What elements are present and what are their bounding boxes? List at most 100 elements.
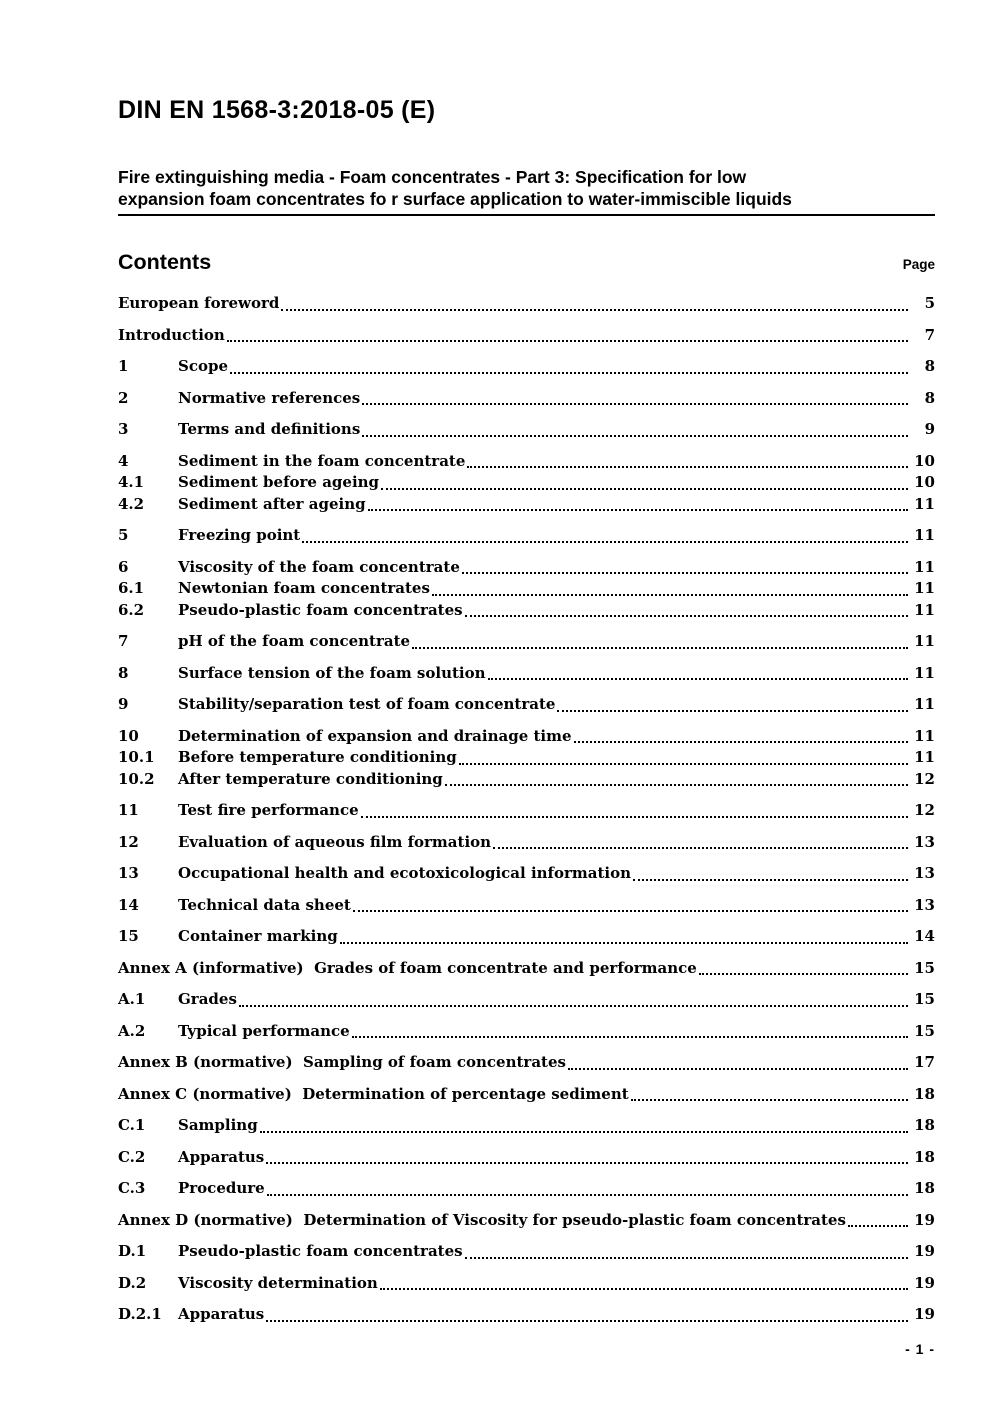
document-title-line-1: Fire extinguishing media - Foam concentr… [118,167,747,187]
toc-entry: European foreword 5 [118,293,935,315]
toc-entry-page: 11 [914,579,935,597]
toc-entry-number: 2 [118,388,129,407]
toc-entry-label: Viscosity of the foam concentrate [178,557,460,576]
toc-entry-number: C.2 [118,1147,146,1166]
toc-entry-number: C.3 [118,1179,146,1197]
toc-entry-page: 11 [914,557,935,576]
document-title: Fire extinguishing media - Foam concentr… [118,166,935,216]
toc-entry-page: 8 [924,357,935,375]
toc-entry-page: 11 [914,526,935,544]
toc-entry-number: 14 [118,895,139,914]
toc-entry-number: A.1 [118,990,146,1008]
table-of-contents: European foreword 5 Introduction 7 1 Scope 8 2 N… [118,293,935,1326]
dot-leader-line [458,762,908,765]
toc-entry-page: 18 [914,1084,935,1103]
toc-entry: D.2 Viscosity determination 19 [118,1273,935,1295]
toc-entry-page: 11 [914,632,935,650]
toc-entry-page: 10 [914,451,935,470]
document-code-heading: DIN EN 1568-3:2018-05 (E) [118,96,436,124]
toc-entry: 6.1 Newtonian foam concentrates 11 [118,578,935,600]
toc-entry-page: 19 [914,1242,935,1260]
dot-leader-line [381,487,908,490]
dot-leader-line [367,509,908,511]
page-column-label: Page [902,257,935,272]
toc-entry: 4.2 Sediment after ageing 11 [118,494,935,516]
toc-entry-page: 7 [924,325,935,344]
toc-entry-page: 11 [914,726,935,745]
toc-entry: C.3 Procedure 18 [118,1178,935,1200]
dot-leader-line [259,1130,908,1133]
toc-entry-page: 17 [914,1053,935,1071]
toc-entry-page: 18 [914,1179,935,1197]
dot-leader-line [567,1067,908,1070]
dot-leader-line [351,1036,908,1038]
dot-leader-line [467,466,908,468]
toc-entry-label: Annex A (informative) Grades of foam con… [118,958,697,977]
toc-entry-label: Scope [178,357,229,375]
toc-entry-number: 1 [118,357,129,375]
toc-entry-page: 5 [924,294,935,312]
toc-entry: 4 Sediment in the foam concentrate 10 [118,451,935,473]
toc-entry: C.2 Apparatus 18 [118,1147,935,1169]
toc-entry-label: Test fire performance [178,801,359,819]
contents-heading: Contents [118,250,212,274]
toc-entry: D.2.1 Apparatus 19 [118,1304,935,1326]
toc-entry-label: Pseudo-plastic foam concentrates [178,600,463,619]
contents-header-row: Contents Page [118,250,935,275]
dot-leader-line [698,973,908,975]
toc-entry-number: 4.2 [118,494,145,513]
toc-entry-number: 6 [118,557,129,576]
toc-entry-page: 8 [924,388,935,407]
dot-leader-line [444,784,908,786]
toc-entry: 2 Normative references 8 [118,388,935,410]
toc-entry: Annex D (normative) Determination of Vis… [118,1210,935,1232]
toc-entry-page: 9 [924,420,935,438]
toc-entry: Introduction 7 [118,325,935,347]
toc-entry-page: 13 [914,895,935,914]
toc-entry-page: 11 [914,663,935,682]
toc-entry-label: Stability/separation test of foam concen… [178,695,556,713]
toc-entry-page: 13 [914,864,935,882]
dot-leader-line [633,878,908,881]
dot-leader-line [362,434,908,437]
dot-leader-line [352,910,908,912]
toc-entry-number: D.1 [118,1242,147,1260]
toc-entry-page: 18 [914,1116,935,1134]
toc-entry: 6.2 Pseudo-plastic foam concentrates 11 [118,600,935,622]
toc-entry-number: 5 [118,526,129,544]
toc-entry-page: 13 [914,832,935,851]
dot-leader-line [281,308,908,311]
toc-entry: 15 Container marking 14 [118,926,935,948]
toc-entry: Annex C (normative) Determination of per… [118,1084,935,1106]
toc-entry-label: Occupational health and ecotoxicological… [178,864,632,882]
toc-entry-page: 12 [914,769,935,788]
toc-entry-number: 6.1 [118,579,145,597]
toc-entry: A.2 Typical performance 15 [118,1021,935,1043]
toc-entry: 12 Evaluation of aqueous film formation 13 [118,832,935,854]
toc-entry: Annex B (normative) Sampling of foam con… [118,1052,935,1074]
toc-entry-label: Before temperature conditioning [178,748,457,766]
toc-entry: 6 Viscosity of the foam concentrate 11 [118,557,935,579]
toc-entry-label: Technical data sheet [178,895,351,914]
dot-leader-line [630,1099,908,1101]
toc-entry: C.1 Sampling 18 [118,1115,935,1137]
toc-entry-number: 7 [118,632,129,650]
dot-leader-line [461,572,908,574]
toc-entry-label: After temperature conditioning [178,769,443,788]
toc-entry-page: 19 [914,1305,935,1323]
toc-entry-number: 15 [118,927,139,945]
toc-entry: Annex A (informative) Grades of foam con… [118,958,935,980]
toc-entry-label: Newtonian foam concentrates [178,579,430,597]
dot-leader-line [230,371,908,374]
toc-entry-number: 6.2 [118,600,145,619]
document-title-line-2: expansion foam concentrates fo r surface… [118,189,792,209]
toc-entry: D.1 Pseudo-plastic foam concentrates 19 [118,1241,935,1263]
toc-entry: 8 Surface tension of the foam solution 11 [118,663,935,685]
toc-entry-label: European foreword [118,294,280,312]
toc-entry: 4.1 Sediment before ageing 10 [118,472,935,494]
toc-entry-page: 14 [914,927,935,945]
toc-entry-label: Sediment in the foam concentrate [178,451,466,470]
toc-entry-page: 19 [914,1210,935,1229]
toc-entry-page: 15 [914,1021,935,1040]
toc-entry: 1 Scope 8 [118,356,935,378]
